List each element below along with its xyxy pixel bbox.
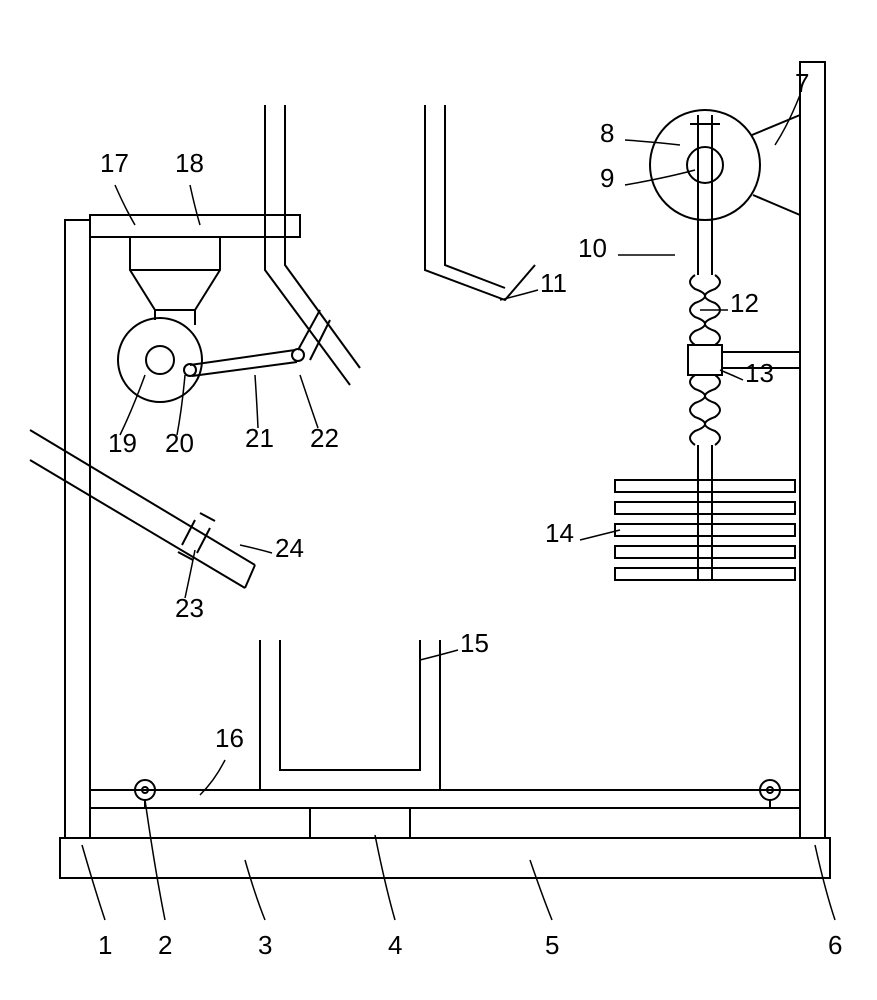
collar-top xyxy=(200,513,215,521)
label-11: 11 xyxy=(540,268,567,299)
lead-1 xyxy=(82,845,105,920)
tube-top xyxy=(30,430,255,565)
label-5: 5 xyxy=(545,930,559,961)
rail xyxy=(90,790,800,808)
left-disc xyxy=(118,318,202,402)
label-2: 2 xyxy=(158,930,172,961)
pivot-pin xyxy=(292,349,304,361)
lead-6 xyxy=(815,845,835,920)
plate-5 xyxy=(615,568,795,580)
label-13: 13 xyxy=(745,358,774,389)
label-15: 15 xyxy=(460,628,489,659)
label-14: 14 xyxy=(545,518,574,549)
plate-4 xyxy=(615,546,795,558)
plate-2 xyxy=(615,502,795,514)
top-bar-left xyxy=(90,215,300,237)
spring-lower xyxy=(690,375,720,445)
label-8: 8 xyxy=(600,118,614,149)
lead-8 xyxy=(625,140,680,145)
label-3: 3 xyxy=(258,930,272,961)
lead-18 xyxy=(190,185,200,225)
container xyxy=(260,640,440,790)
label-20: 20 xyxy=(165,428,194,459)
lead-21 xyxy=(255,375,258,428)
tube-bot xyxy=(30,460,245,588)
right-post xyxy=(800,62,825,838)
lead-5 xyxy=(530,860,552,920)
technical-diagram: 1 2 3 4 5 6 7 8 9 10 11 12 13 14 15 16 1… xyxy=(0,0,877,1000)
lead-13 xyxy=(720,370,743,380)
lead-3 xyxy=(245,860,265,920)
funnel xyxy=(130,237,220,310)
lead-17 xyxy=(115,185,135,225)
label-17: 17 xyxy=(100,148,129,179)
label-16: 16 xyxy=(215,723,244,754)
diagram-svg xyxy=(0,0,877,1000)
slide-block xyxy=(310,808,410,838)
bracket xyxy=(688,345,722,375)
left-prong xyxy=(265,105,360,385)
label-4: 4 xyxy=(388,930,402,961)
plate-1 xyxy=(615,480,795,492)
label-24: 24 xyxy=(275,533,304,564)
lead-22 xyxy=(300,375,318,428)
lead-11 xyxy=(500,290,538,300)
base-plate xyxy=(60,838,830,878)
lead-19 xyxy=(120,375,145,435)
right-disc-outer xyxy=(650,110,760,220)
tube-end xyxy=(245,565,255,588)
label-6: 6 xyxy=(828,930,842,961)
lead-2 xyxy=(145,800,165,920)
right-prong xyxy=(425,105,535,300)
label-22: 22 xyxy=(310,423,339,454)
lead-9 xyxy=(625,170,695,185)
label-18: 18 xyxy=(175,148,204,179)
lead-20 xyxy=(177,375,185,435)
label-21: 21 xyxy=(245,423,274,454)
label-19: 19 xyxy=(108,428,137,459)
right-disc-inner xyxy=(687,147,723,183)
left-disc-hub xyxy=(146,346,174,374)
plate-3 xyxy=(615,524,795,536)
label-9: 9 xyxy=(600,163,614,194)
lead-24 xyxy=(240,545,272,553)
link-up xyxy=(298,310,320,350)
connecting-rod-top xyxy=(190,350,295,365)
label-1: 1 xyxy=(98,930,112,961)
crank-pin xyxy=(184,364,196,376)
label-23: 23 xyxy=(175,593,204,624)
label-7: 7 xyxy=(795,68,809,99)
label-10: 10 xyxy=(578,233,607,264)
label-12: 12 xyxy=(730,288,759,319)
left-post xyxy=(65,220,90,838)
collar-1 xyxy=(182,520,195,545)
connecting-rod-bot xyxy=(192,362,297,376)
